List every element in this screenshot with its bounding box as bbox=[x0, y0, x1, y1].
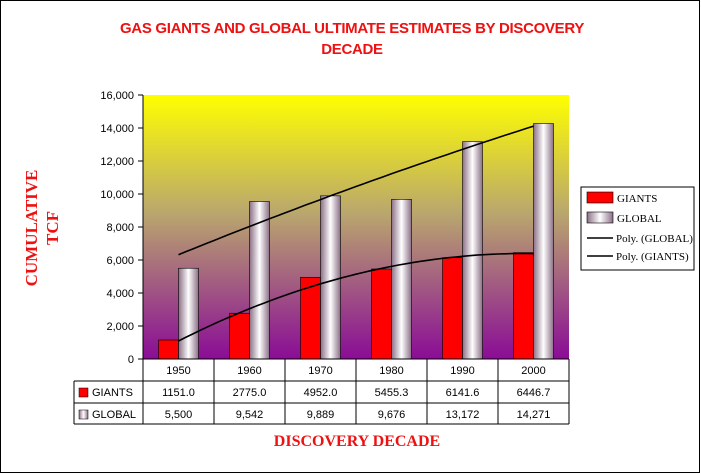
table-row-label-giants: GIANTS bbox=[92, 387, 133, 399]
legend-item-poly-giants: Poly. (GIANTS) bbox=[616, 251, 689, 263]
x-tick-label: 1990 bbox=[450, 365, 474, 377]
table-cell-giants: 4952.0 bbox=[304, 387, 338, 399]
legend-swatch-giants bbox=[586, 191, 614, 204]
y-tick-label: 0 bbox=[128, 354, 134, 366]
table-cell-giants: 1151.0 bbox=[162, 387, 195, 399]
table-cell-global: 5,500 bbox=[165, 409, 193, 421]
table-cell-giants: 6141.6 bbox=[446, 387, 480, 399]
legend: GIANTS GLOBAL Poly. (GLOBAL) Poly. (GIAN… bbox=[580, 186, 695, 271]
table-cell-giants: 2775.0 bbox=[233, 387, 267, 399]
y-tick-label: 12,000 bbox=[100, 156, 134, 168]
y-tick-label: 16,000 bbox=[100, 90, 134, 102]
bar-global bbox=[533, 123, 554, 360]
table-cell-global: 14,271 bbox=[517, 409, 551, 421]
table-cell-global: 13,172 bbox=[446, 409, 480, 421]
y-axis-label-line2: TCF bbox=[43, 211, 62, 245]
y-axis-label-line1: CUMULATIVE bbox=[22, 170, 41, 287]
y-tick-label: 6,000 bbox=[106, 255, 134, 267]
table-cell-giants: 5455.3 bbox=[375, 387, 409, 399]
plot-area bbox=[143, 95, 569, 359]
x-tick-label: 1970 bbox=[308, 365, 332, 377]
y-tick-label: 2,000 bbox=[106, 321, 134, 333]
chart-title-line2: DECADE bbox=[321, 41, 383, 58]
y-axis: 0 2,000 4,000 6,000 8,000 10,000 12,000 14,000 1… bbox=[100, 90, 143, 366]
trendline-giants bbox=[178, 252, 534, 342]
y-tick-label: 8,000 bbox=[106, 222, 134, 234]
table-cell-global: 9,676 bbox=[378, 409, 406, 421]
bar-global bbox=[462, 141, 483, 360]
chart-title-line1: GAS GIANTS AND GLOBAL ULTIMATE ESTIMATES… bbox=[120, 20, 584, 37]
data-table: 1950 1151.0 5,500 1960 2775.0 9,542 1970 4952.0… bbox=[73, 358, 570, 425]
bar-giants bbox=[442, 257, 463, 360]
x-tick-label: 1980 bbox=[379, 365, 403, 377]
trendline-global bbox=[178, 125, 534, 256]
legend-swatch-global bbox=[586, 211, 614, 224]
bar-giants bbox=[513, 252, 534, 360]
table-row-label-global: GLOBAL bbox=[92, 409, 136, 421]
y-tick-label: 10,000 bbox=[100, 189, 134, 201]
bar-giants bbox=[371, 268, 392, 360]
bars bbox=[158, 123, 554, 360]
table-cell-giants: 6446.7 bbox=[517, 387, 551, 399]
bar-giants bbox=[158, 339, 179, 360]
table-swatch-global bbox=[78, 409, 89, 420]
bar-global bbox=[320, 195, 341, 360]
table-swatch-giants bbox=[78, 387, 89, 398]
bar-giants bbox=[229, 312, 250, 360]
y-tick-label: 14,000 bbox=[100, 123, 134, 135]
y-tick-label: 4,000 bbox=[106, 288, 134, 300]
bar-global bbox=[178, 267, 199, 360]
x-axis-label: DISCOVERY DECADE bbox=[274, 433, 440, 450]
legend-item-poly-global: Poly. (GLOBAL) bbox=[616, 233, 693, 245]
x-tick-label: 1960 bbox=[237, 365, 261, 377]
x-tick-label: 2000 bbox=[521, 365, 545, 377]
table-cell-global: 9,542 bbox=[236, 409, 264, 421]
bar-global bbox=[391, 199, 412, 360]
trendlines bbox=[178, 125, 534, 342]
x-tick-label: 1950 bbox=[166, 365, 190, 377]
table-cell-global: 9,889 bbox=[307, 409, 335, 421]
legend-item-global: GLOBAL bbox=[617, 213, 662, 225]
legend-item-giants: GIANTS bbox=[617, 193, 657, 205]
